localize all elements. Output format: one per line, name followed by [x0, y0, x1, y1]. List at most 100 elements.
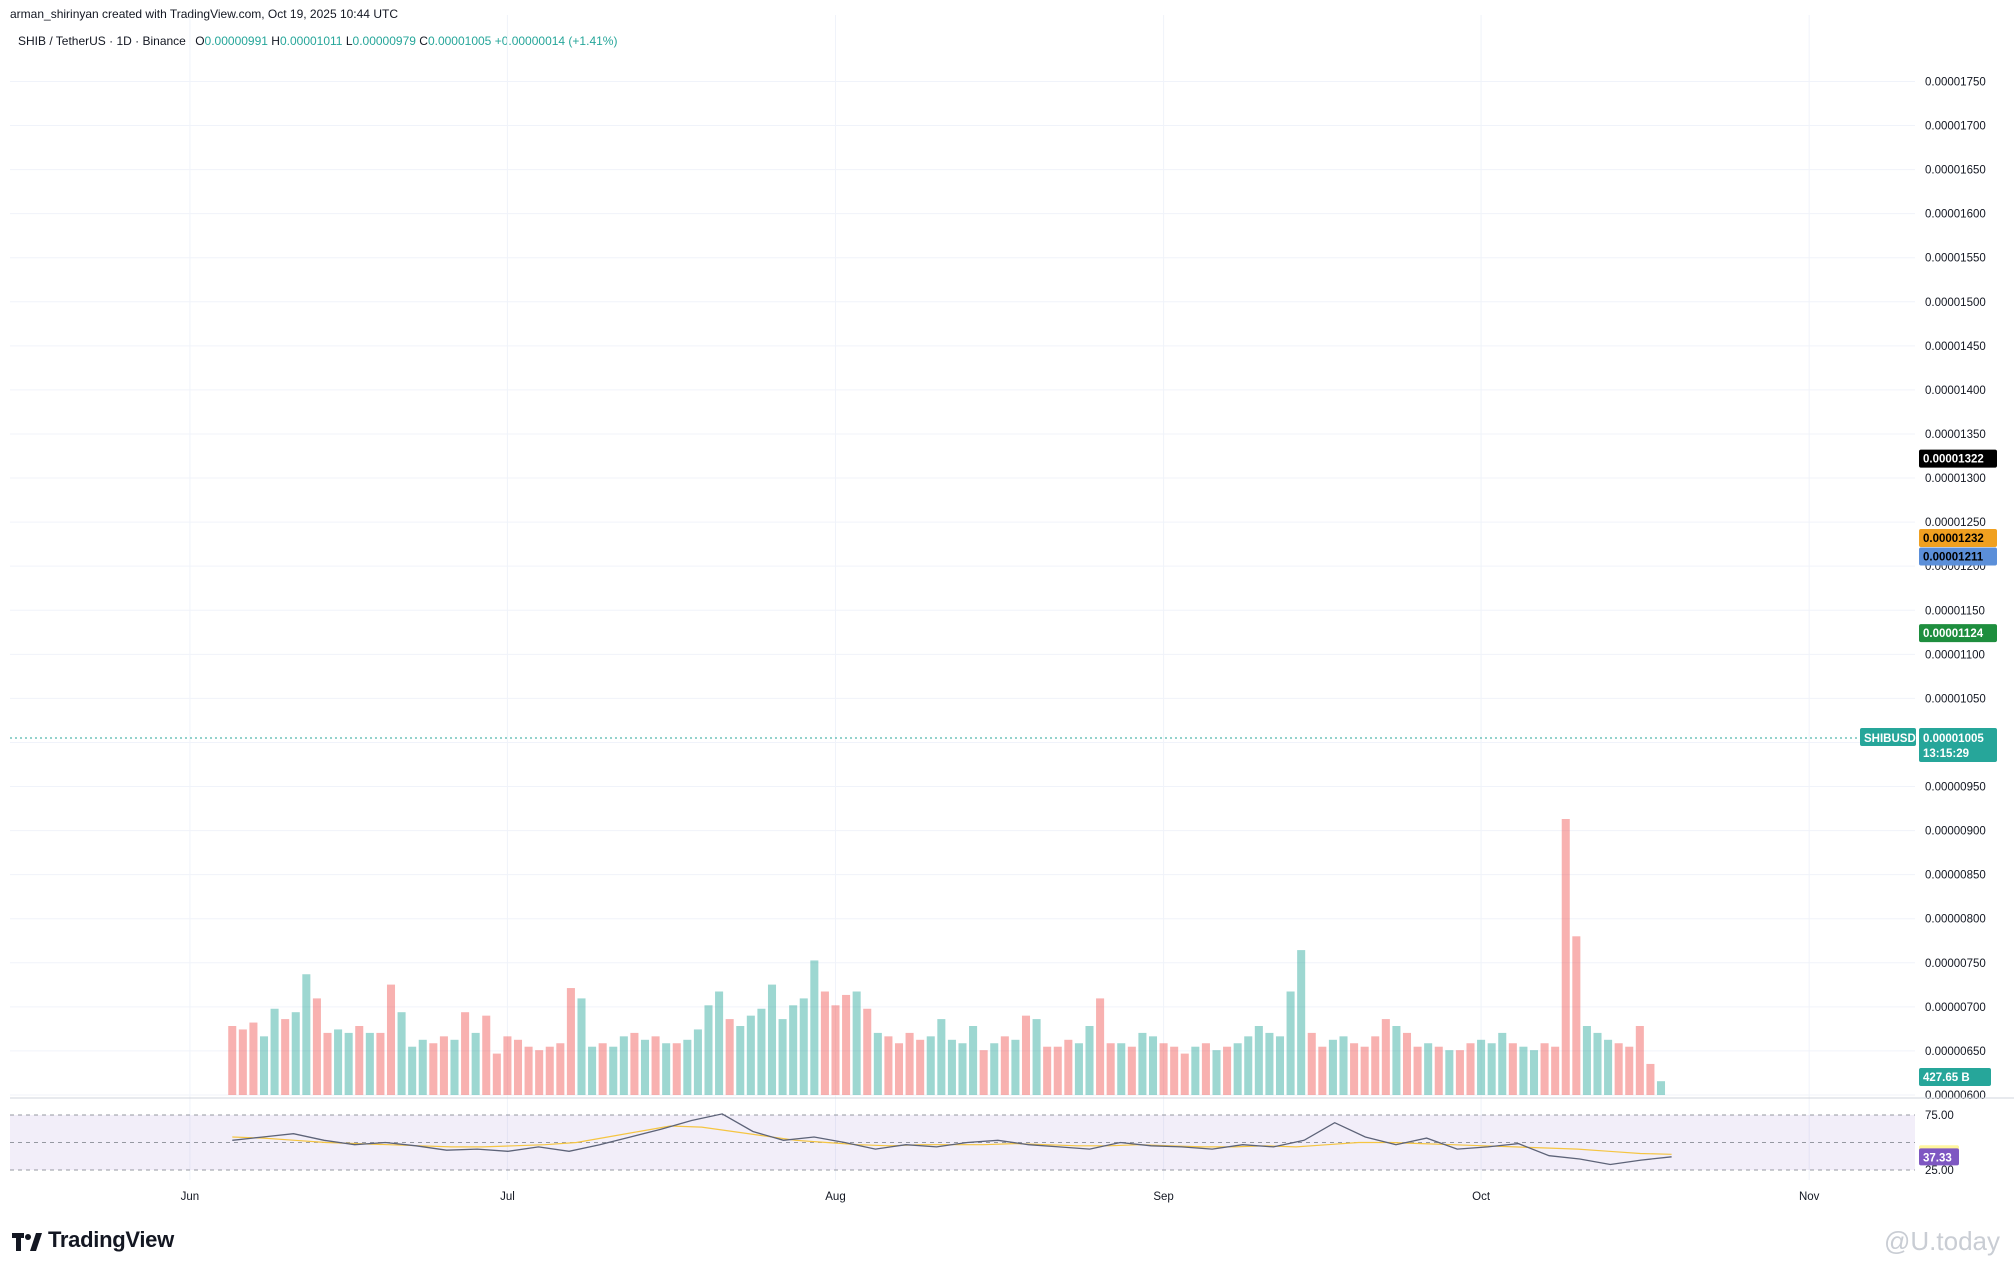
volume-bar — [334, 1029, 343, 1095]
volume-bar — [1085, 1026, 1094, 1095]
volume-bar — [535, 1050, 544, 1095]
volume-bar — [1244, 1036, 1253, 1095]
price-axis-label: 0.00000950 — [1925, 782, 1986, 794]
ma-price-tag-bg — [1919, 528, 1997, 547]
rsi-tag-bg — [1919, 1148, 1959, 1166]
volume-bar — [291, 1012, 300, 1095]
volume-bar — [408, 1046, 417, 1095]
volume-tag: 427.65 B — [1923, 1072, 1970, 1084]
volume-bar — [1148, 1036, 1158, 1095]
volume-bar — [1614, 1043, 1623, 1095]
last-price-value: 0.00001005 — [1923, 733, 1984, 745]
price-axis-label: 0.00001300 — [1925, 473, 1986, 485]
volume-bar — [863, 1008, 872, 1095]
volume-bar — [1424, 1043, 1433, 1095]
volume-bar — [969, 1026, 978, 1095]
ma-price-tag: 0.00001322 — [1923, 454, 1984, 466]
volume-bar — [302, 974, 311, 1095]
ohlc-h-label: H — [271, 34, 280, 48]
volume-bar — [281, 1019, 290, 1095]
volume-bar — [1625, 1046, 1634, 1095]
volume-bar — [884, 1036, 893, 1095]
rsi-axis-label: 75.00 — [1925, 1110, 1954, 1122]
time-axis-label: Sep — [1153, 1191, 1173, 1203]
volume-bar — [513, 1039, 523, 1095]
volume-bar — [1466, 1043, 1475, 1095]
volume-bar — [1127, 1046, 1136, 1095]
volume-bar — [1519, 1046, 1528, 1095]
volume-tag-bg — [1919, 1068, 1991, 1086]
price-axis-label: 0.00000650 — [1925, 1046, 1986, 1058]
volume-bar — [894, 1043, 904, 1095]
volume-bar — [1328, 1039, 1337, 1095]
volume-bar — [259, 1036, 269, 1095]
rsi-axis-label: 25.00 — [1925, 1165, 1954, 1177]
volume-bar — [386, 984, 396, 1095]
volume-bar — [810, 960, 819, 1095]
volume-bar — [228, 1026, 237, 1095]
volume-bar — [1000, 1036, 1009, 1095]
volume-bar — [1096, 998, 1105, 1095]
volume-bar — [1223, 1046, 1232, 1095]
tradingview-logo-icon — [12, 1231, 42, 1251]
volume-bar — [344, 1032, 353, 1095]
volume-bar — [418, 1039, 427, 1095]
ma-price-tag: 0.00001124 — [1923, 628, 1984, 640]
volume-bar — [439, 1036, 448, 1095]
volume-bar — [725, 1019, 734, 1095]
countdown-timer: 13:15:29 — [1923, 748, 1969, 760]
volume-bar — [937, 1019, 946, 1095]
volume-bar — [820, 991, 829, 1095]
price-axis-label: 0.00000700 — [1925, 1002, 1986, 1014]
volume-bar — [926, 1036, 935, 1095]
volume-bar — [662, 1043, 671, 1095]
volume-bar — [1233, 1043, 1242, 1095]
volume-bar — [1561, 819, 1570, 1095]
volume-bar — [1011, 1039, 1020, 1095]
volume-bar — [471, 1032, 480, 1095]
volume-bar — [1265, 1032, 1274, 1095]
symbol-label[interactable]: SHIB / TetherUS · 1D · Binance — [18, 34, 186, 48]
volume-bar — [1656, 1081, 1666, 1095]
volume-bar — [1275, 1036, 1285, 1095]
volume-bar — [1582, 1026, 1591, 1095]
volume-bar — [1254, 1026, 1263, 1095]
volume-bar — [736, 1026, 745, 1095]
volume-bar — [429, 1043, 438, 1095]
author-line: arman_shirinyan created with TradingView… — [10, 7, 398, 21]
volume-bar — [757, 1008, 766, 1095]
ohlc-open: 0.00000991 — [204, 34, 268, 48]
volume-bar — [979, 1050, 988, 1095]
volume-bar — [1572, 936, 1581, 1095]
last-price-tag-bg — [1919, 728, 1997, 763]
price-axis-label: 0.00000600 — [1925, 1090, 1986, 1102]
volume-bar — [1043, 1046, 1052, 1095]
volume-bar — [683, 1039, 692, 1095]
volume-bar — [1307, 1032, 1316, 1095]
volume-bar — [566, 988, 575, 1095]
tradingview-logo[interactable]: TradingView — [12, 1227, 174, 1253]
volume-bar — [1074, 1043, 1083, 1095]
volume-bar — [1635, 1026, 1644, 1095]
price-axis-label: 0.00001150 — [1925, 605, 1985, 617]
volume-bar — [238, 1029, 247, 1095]
volume-bar — [556, 1043, 565, 1095]
volume-bar — [323, 1032, 332, 1095]
volume-bar — [852, 991, 861, 1095]
volume-bar — [1434, 1046, 1443, 1095]
price-axis-label: 0.00001450 — [1925, 341, 1986, 353]
volume-bar — [789, 1005, 798, 1095]
volume-bar — [270, 1008, 279, 1095]
volume-bar — [365, 1032, 374, 1095]
volume-bar — [672, 1043, 681, 1095]
ma-price-tag-bg — [1919, 547, 1997, 566]
volume-bar — [577, 998, 586, 1095]
volume-bar — [1021, 1015, 1031, 1095]
volume-bar — [397, 1012, 406, 1095]
volume-bar — [1138, 1032, 1147, 1095]
volume-bar — [1053, 1046, 1062, 1095]
ohlc-l-label: L — [345, 34, 353, 48]
volume-bar — [630, 1032, 639, 1095]
volume-bar — [1297, 950, 1306, 1095]
